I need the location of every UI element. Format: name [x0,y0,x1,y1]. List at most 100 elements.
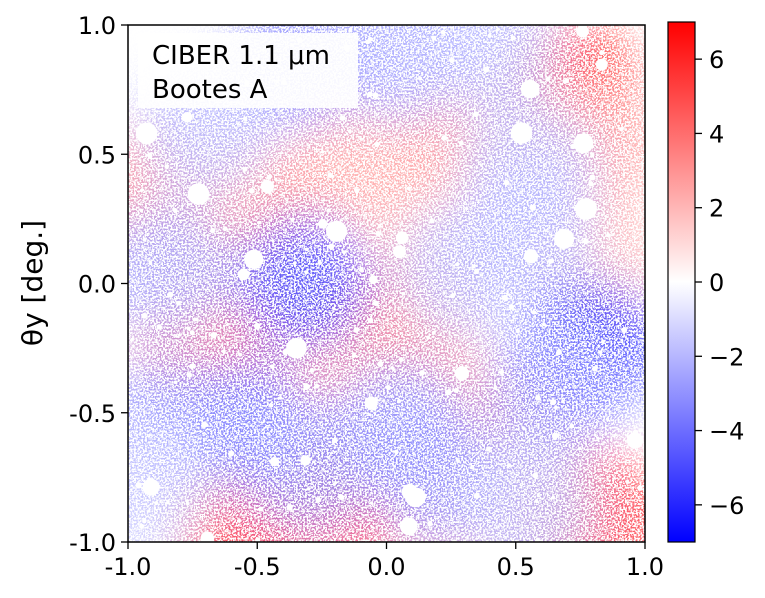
masked-source [274,178,278,182]
masked-source [300,455,311,466]
masked-source [637,485,643,491]
masked-source [480,164,483,167]
masked-source [135,482,142,489]
masked-source [385,385,392,391]
masked-source [595,58,608,71]
masked-source [372,300,379,307]
colorbar-gradient [667,21,696,543]
masked-source [605,417,610,421]
masked-source [576,25,589,38]
masked-source [268,402,274,408]
annotation-line1: CIBER 1.1 μm [152,41,330,71]
masked-source [317,260,323,265]
masked-source [269,364,275,369]
masked-source [512,378,515,381]
masked-source [584,292,587,295]
masked-source [351,353,357,358]
masked-source [279,109,283,113]
masked-source [142,238,147,242]
masked-source [260,179,275,194]
masked-source [596,436,600,440]
masked-source [606,233,611,238]
masked-source [531,310,537,315]
y-axis-label: θy [deg.] [16,220,49,346]
masked-source [554,405,558,410]
masked-source [401,291,406,296]
masked-source [227,451,234,457]
y-axis: -1.0 -0.5 0.0 0.5 1.0 [69,12,128,557]
masked-source [469,466,473,470]
masked-source [271,511,274,514]
masked-source [638,428,643,433]
masked-source [177,333,181,337]
masked-source [225,323,229,327]
masked-source [326,220,348,242]
masked-source [536,493,540,498]
masked-source [129,458,132,461]
masked-source [156,324,162,330]
masked-source [148,260,152,264]
masked-source [181,112,193,123]
masked-source [483,66,490,73]
masked-source [236,519,241,523]
masked-source [465,206,469,211]
masked-source [248,187,255,194]
masked-source [189,31,193,34]
masked-source [562,79,568,85]
x-tick-label: -0.5 [234,553,281,581]
masked-source [626,502,629,505]
masked-source [453,387,459,394]
masked-source [591,365,598,372]
masked-source [339,115,346,121]
masked-source [532,472,539,479]
masked-source [393,449,399,455]
masked-source [619,127,624,132]
masked-source [626,432,644,449]
masked-source [598,350,603,355]
masked-source [366,91,373,98]
masked-source [510,35,516,41]
masked-source [266,175,272,180]
masked-source [367,36,373,42]
x-tick-label: 0.5 [497,553,535,581]
masked-source [374,141,380,148]
masked-source [575,198,597,220]
masked-source [625,480,630,484]
masked-source [534,499,539,503]
masked-source [545,76,551,82]
masked-source [450,293,456,299]
masked-source [400,501,404,505]
masked-source [237,268,250,281]
masked-source [327,172,334,179]
masked-source [535,537,540,542]
masked-source [353,327,359,333]
masked-source [419,370,426,376]
masked-source [255,537,261,542]
masked-source [429,218,435,224]
masked-source [189,363,195,370]
x-axis: -1.0 -0.5 0.0 0.5 1.0 [105,542,664,581]
masked-source [431,330,436,335]
masked-source [396,398,402,404]
masked-source [499,369,505,375]
colorbar-tick-label: −4 [709,418,744,446]
masked-source [588,181,594,187]
masked-source [339,30,343,34]
masked-source [573,133,594,154]
annotation-box [138,33,358,108]
masked-source [194,317,199,322]
masked-source [172,208,178,213]
masked-source [348,129,352,134]
y-tick-label: 1.0 [78,12,116,40]
masked-source [455,262,460,267]
masked-source [506,293,510,296]
masked-source [551,432,559,439]
masked-source [290,217,295,223]
masked-source [348,447,351,451]
masked-source [486,446,491,452]
masked-source [210,228,216,234]
masked-source [238,352,243,357]
masked-source [141,312,148,319]
masked-source [176,300,181,306]
masked-source [367,317,374,324]
